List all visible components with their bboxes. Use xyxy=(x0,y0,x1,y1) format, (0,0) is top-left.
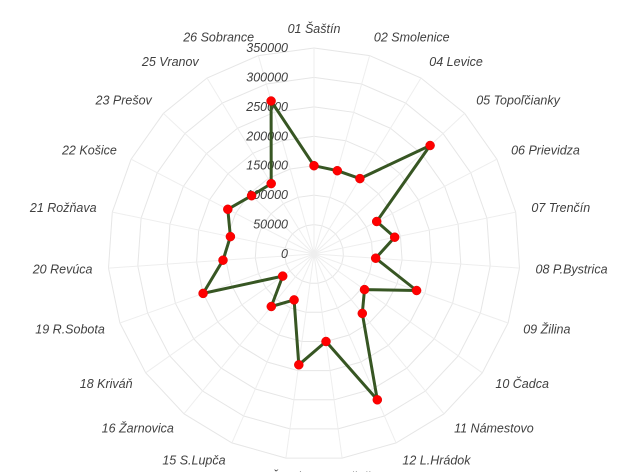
spoke-2 xyxy=(313,77,422,255)
spoke-11 xyxy=(313,253,343,459)
data-point-0 xyxy=(309,160,319,171)
category-label-10: 12 L.Hrádok xyxy=(402,453,471,467)
data-point-6 xyxy=(370,253,381,263)
spoke-5 xyxy=(313,211,516,255)
category-label-20: 23 Prešov xyxy=(95,93,153,107)
category-label-17: 20 Revúca xyxy=(32,262,93,276)
grid-ring-4 xyxy=(196,135,432,372)
spoke-22 xyxy=(257,55,315,255)
spoke-4 xyxy=(313,158,498,255)
category-label-15: 18 Kriváň xyxy=(80,377,133,391)
data-point-8 xyxy=(359,284,370,295)
category-label-6: 08 P.Bystrica xyxy=(536,262,608,276)
spoke-15 xyxy=(145,253,315,374)
data-point-18 xyxy=(225,231,236,242)
grid-ring-6 xyxy=(137,76,491,430)
radar-grid xyxy=(107,47,521,459)
category-label-13: 15 S.Lupča xyxy=(162,453,225,467)
tick-label-7: 350000 xyxy=(246,41,288,55)
category-label-9: 11 Námestovo xyxy=(454,422,534,436)
category-label-16: 19 R.Sobota xyxy=(35,322,105,336)
grid-ring-7 xyxy=(107,47,521,459)
category-label-21: 25 Vranov xyxy=(141,55,200,69)
data-point-5 xyxy=(389,232,400,242)
category-label-11: 13 Beňuš xyxy=(318,470,372,472)
spoke-13 xyxy=(231,253,315,444)
data-point-15 xyxy=(277,271,288,281)
grid-ring-2 xyxy=(254,194,374,313)
category-label-1: 02 Smolenice xyxy=(374,30,450,44)
data-point-13 xyxy=(289,295,299,305)
spoke-1 xyxy=(313,55,371,255)
grid-ring-3 xyxy=(225,165,403,342)
data-point-11 xyxy=(321,336,331,347)
spoke-12 xyxy=(285,253,315,459)
spoke-8 xyxy=(313,253,483,374)
data-point-9 xyxy=(357,308,368,319)
data-point-7 xyxy=(411,285,422,296)
tick-label-6: 300000 xyxy=(246,70,288,84)
spoke-18 xyxy=(112,211,315,255)
tick-label-1: 50000 xyxy=(253,218,288,232)
spoke-20 xyxy=(163,113,315,255)
spoke-19 xyxy=(130,158,315,255)
series-layer xyxy=(198,96,435,405)
data-point-10 xyxy=(372,395,383,405)
data-point-14 xyxy=(266,301,277,312)
data-point-4 xyxy=(371,216,382,227)
category-label-8: 10 Čadca xyxy=(495,376,549,391)
spoke-6 xyxy=(313,253,520,269)
tick-label-3: 150000 xyxy=(246,159,288,173)
category-label-12: 14 Č.Balog xyxy=(253,469,315,472)
data-point-17 xyxy=(218,255,228,265)
category-label-2: 04 Levice xyxy=(429,55,483,69)
category-label-22: 26 Sobrance xyxy=(182,30,254,44)
category-label-5: 07 Trenčín xyxy=(531,201,590,215)
tick-label-0: 0 xyxy=(281,247,288,261)
spoke-10 xyxy=(313,253,397,444)
tick-label-4: 200000 xyxy=(245,129,288,143)
category-label-14: 16 Žarnovica xyxy=(102,421,174,436)
data-point-2 xyxy=(355,173,365,184)
category-label-7: 09 Žilina xyxy=(523,321,570,336)
spoke-14 xyxy=(183,253,315,415)
spoke-3 xyxy=(313,113,465,255)
spoke-9 xyxy=(313,253,445,415)
spoke-17 xyxy=(108,253,315,269)
data-point-1 xyxy=(332,165,343,176)
spoke-7 xyxy=(313,253,509,324)
data-point-12 xyxy=(294,360,304,370)
data-point-16 xyxy=(198,288,208,299)
category-label-4: 06 Prievidza xyxy=(511,144,580,158)
data-point-3 xyxy=(425,140,435,151)
category-label-19: 22 Košice xyxy=(61,144,117,158)
category-labels: 01 Šaštín 02 Smolenice 04 Levice 05 Topoľči… xyxy=(29,21,608,472)
category-label-0: 01 Šaštín xyxy=(288,21,341,36)
category-label-3: 05 Topoľčianky xyxy=(476,93,560,107)
data-point-21 xyxy=(266,178,276,189)
spoke-21 xyxy=(206,77,315,255)
grid-ring-5 xyxy=(166,106,462,401)
data-point-19 xyxy=(223,204,233,215)
data-point-22 xyxy=(266,96,276,106)
spoke-16 xyxy=(119,253,315,324)
category-label-18: 21 Rožňava xyxy=(29,201,97,215)
grid-ring-1 xyxy=(284,224,344,284)
data-point-20 xyxy=(246,190,257,201)
